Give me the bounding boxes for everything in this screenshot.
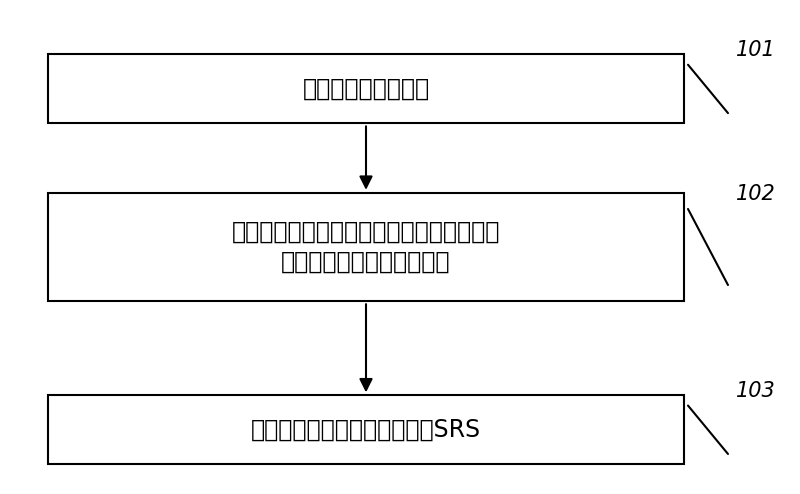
Text: 103: 103: [736, 381, 776, 401]
Text: 为需要触发的终端选择资源: 为需要触发的终端选择资源: [282, 250, 450, 274]
Bar: [48, 193, 684, 301]
Bar: [48, 395, 684, 464]
Text: 利用选择的资源触发终端发送SRS: 利用选择的资源触发终端发送SRS: [251, 418, 481, 442]
Bar: [48, 54, 684, 124]
Text: 101: 101: [736, 40, 776, 60]
Text: 根据获取到的需求信息在预置的资源图样中: 根据获取到的需求信息在预置的资源图样中: [232, 220, 500, 244]
Text: 获取测量的需求信息: 获取测量的需求信息: [302, 77, 430, 101]
Text: 102: 102: [736, 184, 776, 204]
